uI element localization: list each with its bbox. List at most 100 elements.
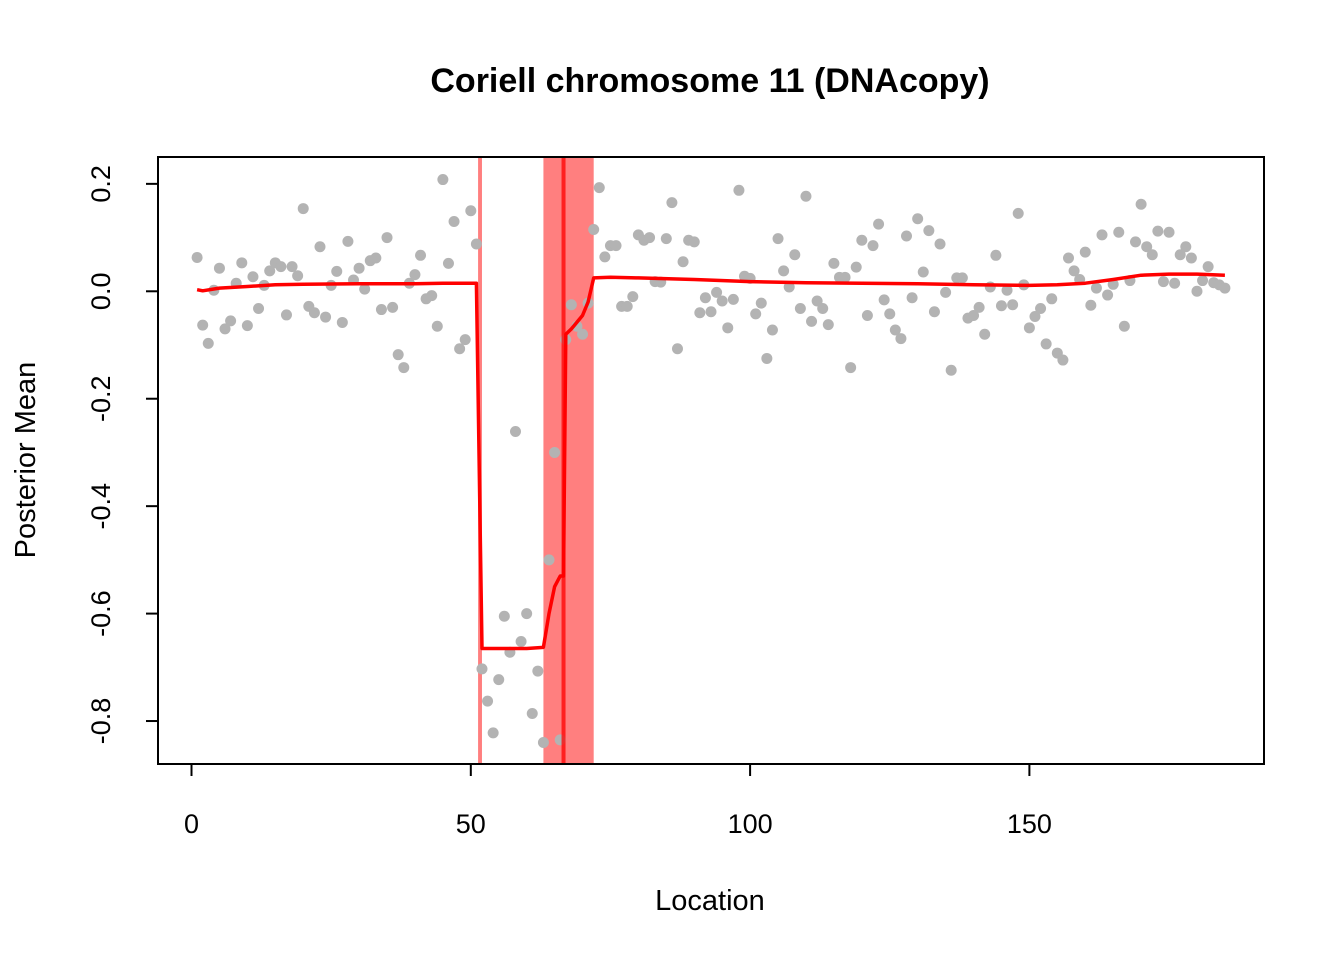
x-axis: 0 50 100 150: [184, 763, 1052, 839]
data-point: [923, 225, 935, 237]
data-point: [794, 302, 806, 314]
data-point: [521, 608, 533, 620]
data-point: [593, 182, 605, 194]
data-point: [699, 292, 711, 304]
data-point: [599, 251, 611, 263]
data-point: [666, 197, 678, 209]
data-point: [426, 290, 438, 302]
data-point: [627, 291, 639, 303]
data-point: [1113, 226, 1125, 238]
data-point: [901, 230, 913, 242]
posterior-mean-line: [196, 272, 1225, 651]
data-point: [1062, 252, 1074, 264]
data-point: [515, 636, 527, 648]
data-point: [375, 304, 387, 316]
data-point: [280, 309, 292, 321]
data-point: [912, 213, 924, 225]
data-point: [845, 362, 857, 374]
data-point: [493, 674, 505, 686]
data-point: [1191, 285, 1203, 297]
data-point: [817, 302, 829, 314]
data-point: [297, 203, 309, 215]
data-point: [197, 319, 209, 331]
data-point: [945, 364, 957, 376]
x-tick-label: 0: [184, 809, 199, 839]
data-point: [688, 236, 700, 248]
data-point: [392, 349, 404, 361]
data-point: [873, 218, 885, 230]
data-point: [772, 233, 784, 245]
data-point: [387, 301, 399, 313]
data-point: [878, 294, 890, 306]
data-point: [253, 302, 265, 314]
data-point: [431, 320, 443, 332]
data-point: [470, 238, 482, 250]
data-point: [895, 333, 907, 345]
data-point: [928, 306, 940, 318]
data-point: [1068, 265, 1080, 277]
data-point: [381, 232, 393, 244]
data-point: [1057, 354, 1069, 366]
data-point: [1029, 311, 1041, 323]
data-point: [526, 708, 538, 720]
data-point: [750, 308, 762, 320]
y-tick-label: -0.2: [86, 375, 116, 422]
data-point: [716, 295, 728, 307]
data-point: [336, 316, 348, 328]
data-point: [677, 256, 689, 268]
data-point: [202, 337, 214, 349]
data-point: [1185, 252, 1197, 264]
data-point: [906, 292, 918, 304]
data-point: [1090, 282, 1102, 294]
data-point: [973, 301, 985, 313]
data-point: [442, 257, 454, 269]
data-point: [934, 238, 946, 250]
y-axis: 0.2 0.0 -0.2 -0.4 -0.6 -0.8: [86, 165, 159, 744]
x-tick-label: 100: [728, 809, 773, 839]
data-point: [437, 174, 449, 186]
data-point: [415, 249, 427, 261]
data-point: [1146, 249, 1158, 261]
data-point: [398, 362, 410, 374]
data-point: [1102, 289, 1114, 301]
data-point: [1169, 277, 1181, 289]
data-point: [1180, 241, 1192, 253]
data-point: [968, 309, 980, 321]
data-point: [995, 300, 1007, 312]
data-point: [286, 261, 298, 273]
data-point: [856, 234, 868, 246]
data-point: [342, 235, 354, 247]
data-point: [1012, 207, 1024, 219]
data-point: [409, 269, 421, 281]
data-point: [979, 328, 991, 340]
data-point: [822, 319, 834, 331]
data-point: [465, 205, 477, 217]
data-point: [984, 281, 996, 293]
data-point: [733, 184, 745, 196]
data-point: [610, 240, 622, 252]
data-point: [275, 261, 287, 273]
data-point: [509, 425, 521, 437]
data-point: [940, 286, 952, 298]
data-point: [783, 281, 795, 293]
data-point: [498, 610, 510, 622]
data-point: [1219, 282, 1231, 294]
data-point: [476, 663, 488, 675]
data-point: [292, 270, 304, 282]
data-point: [191, 251, 203, 263]
data-point: [264, 265, 276, 277]
data-point: [621, 300, 633, 312]
data-point: [644, 232, 656, 244]
data-point: [917, 266, 929, 278]
data-point: [789, 249, 801, 261]
data-point: [1096, 229, 1108, 241]
data-point: [956, 272, 968, 284]
data-point: [236, 257, 248, 269]
data-point: [705, 306, 717, 318]
data-point: [1118, 320, 1130, 332]
data-point: [850, 261, 862, 273]
data-point: [219, 323, 231, 335]
data-point: [755, 297, 767, 309]
data-point: [1157, 276, 1169, 288]
data-point: [577, 328, 589, 340]
